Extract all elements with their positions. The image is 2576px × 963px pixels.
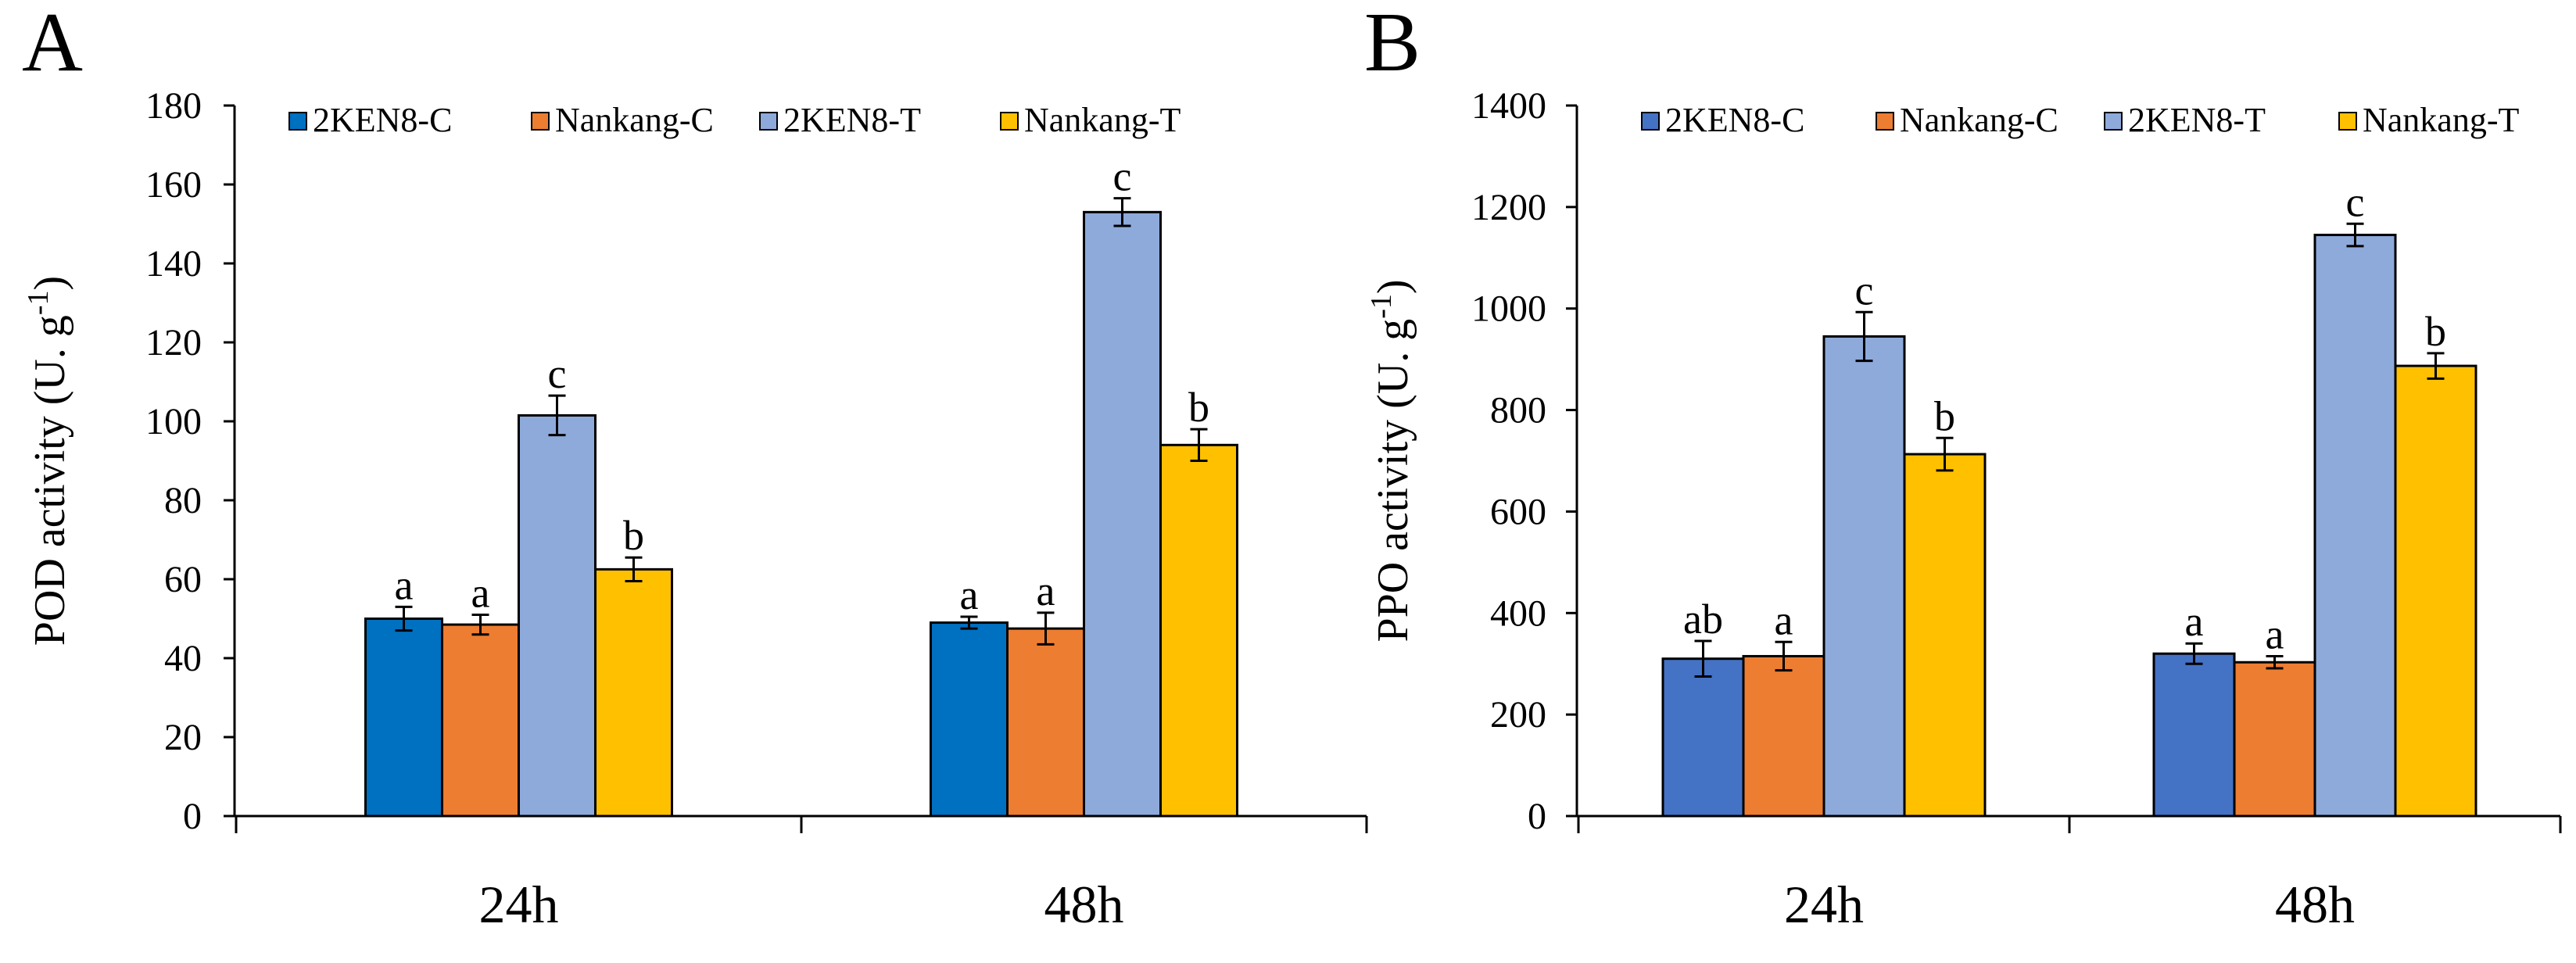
significance-label: a [1037,567,1055,614]
y-tick-label: 800 [1490,390,1546,431]
bar [441,623,520,818]
y-tick-label: 1400 [1471,85,1546,127]
bar [1661,657,1745,818]
legend-label: Nankang-C [555,101,714,139]
y-tick-label: 80 [164,480,202,521]
x-category-label: 48h [2275,875,2355,934]
bar [1822,335,1906,818]
panel-letter: B [1364,0,1421,89]
bar [364,618,443,818]
significance-label: b [2425,308,2446,355]
bar [594,567,673,818]
y-tick-label: 0 [1528,796,1546,837]
significance-label: b [1934,392,1955,439]
bar [1159,443,1238,818]
legend-label: Nankang-T [2363,101,2519,139]
x-category-label: 48h [1044,875,1124,934]
significance-label: c [548,350,567,397]
significance-label: a [395,561,414,608]
bar [2152,652,2236,818]
significance-label: a [960,571,979,618]
legend-swatch [2104,112,2123,131]
bar [1742,654,1825,818]
legend-label: 2KEN8-T [783,101,921,139]
y-tick-label: 600 [1490,491,1546,532]
y-tick-label: 60 [164,559,202,600]
y-tick-label: 120 [145,322,202,363]
legend-swatch [759,112,778,131]
legend-swatch [1641,112,1660,131]
y-tick-label: 180 [145,85,202,127]
legend-label: 2KEN8-C [313,101,452,139]
x-category-label: 24h [479,875,559,934]
legend-swatch [1000,112,1019,131]
panel-letter: A [22,0,83,89]
bar [1903,453,1987,818]
significance-label: a [2185,598,2204,645]
chart-panel-a: A 0 20 40 60 80 100 120 140 160 180 POD activity (U… [22,0,1368,934]
x-category-label: 24h [1784,875,1864,934]
y-tick-label: 160 [145,164,202,206]
significance-label: ab [1683,596,1723,643]
legend-swatch [2338,112,2357,131]
y-tick-label: 100 [145,401,202,442]
bar [930,621,1009,818]
y-axis-title: POD activity (U. g-1) [22,276,74,646]
y-tick-label: 0 [183,796,202,837]
y-tick-label: 1000 [1471,288,1546,330]
significance-label: b [623,512,644,559]
bar [2233,660,2316,818]
legend-label: 2KEN8-C [1665,101,1804,139]
y-tick-label: 40 [164,638,202,679]
y-tick-label: 20 [164,717,202,758]
y-tick-label: 200 [1490,694,1546,736]
bar [1083,210,1162,818]
y-tick-label: 400 [1490,592,1546,634]
bar [518,413,597,818]
legend-label: Nankang-T [1024,101,1181,139]
legend-label: Nankang-C [1900,101,2058,139]
significance-label: a [471,569,490,616]
significance-label: c [1113,153,1132,200]
legend-swatch [531,112,550,131]
significance-label: c [1855,267,1874,313]
y-tick-label: 140 [145,243,202,285]
bar [2313,234,2397,818]
y-tick-label: 1200 [1471,187,1546,228]
chart-panel-b: B 0 200 400 600 800 1000 1200 1400 PPO activity (… [1364,0,2562,934]
legend-swatch [1876,112,1894,131]
bar [2394,364,2477,818]
legend-label: 2KEN8-T [2128,101,2266,139]
significance-label: a [1775,596,1793,643]
significance-label: c [2346,178,2365,225]
bar [1006,627,1085,818]
significance-label: b [1188,384,1209,431]
legend-swatch [288,112,307,131]
significance-label: a [2266,610,2284,657]
y-axis-title: PPO activity (U. g-1) [1365,279,1417,642]
